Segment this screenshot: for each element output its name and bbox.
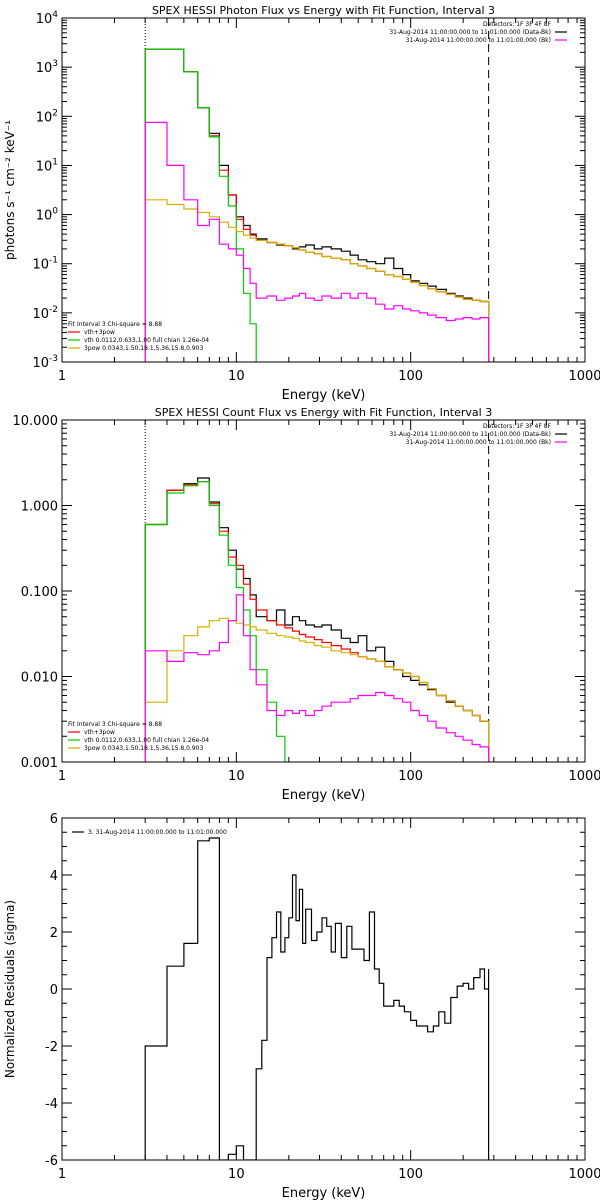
y-tick-label: 1.000 xyxy=(21,500,58,515)
legend-upper-left: 3. 31-Aug-2014 11:00:00.000 to 11:01:00.… xyxy=(72,829,227,836)
x-axis-label: Energy (keV) xyxy=(282,388,366,403)
legend-entry: vth 0.0112,0.633,1.00 full chian 1.26e-0… xyxy=(84,737,209,744)
legend-entry: 31-Aug-2014 11:00:00.000 to 11:01:00.000… xyxy=(406,439,551,446)
legend-entry: 3. 31-Aug-2014 11:00:00.000 to 11:01:00.… xyxy=(88,829,227,836)
x-axis-label: Energy (keV) xyxy=(282,1186,366,1200)
y-tick-label: 2 xyxy=(50,926,58,941)
x-tick-label: 10 xyxy=(228,1167,245,1182)
y-tick-label: 0.010 xyxy=(21,671,58,686)
y-tick-label: -4 xyxy=(45,1097,58,1112)
y-tick-label: 6 xyxy=(50,812,58,827)
x-tick-label: 1 xyxy=(58,1167,66,1182)
legend-entry: 3pow 0.0343,1.50,18.1,5.36,15.8,0.903 xyxy=(84,345,203,352)
x-tick-label: 100 xyxy=(398,369,423,384)
x-tick-label: 10 xyxy=(228,769,245,784)
x-tick-label: 10 xyxy=(228,369,245,384)
legend-entry: 31-Aug-2014 11:00:00.000 to 11:01:00.000… xyxy=(406,37,551,44)
legend-entry: Fit Interval 3 Chi-square = 8.88 xyxy=(68,721,162,728)
y-tick-label: 0 xyxy=(50,983,58,998)
legend-entry: 31-Aug-2014 11:00:00.000 to 11:01:00.000… xyxy=(389,431,551,438)
legend-entry: vth 0.0112,0.633,1.00 full chian 1.26e-0… xyxy=(84,337,209,344)
y-tick-label: 4 xyxy=(50,869,58,884)
y-tick-label: -2 xyxy=(45,1040,58,1055)
y-tick-label: 0.001 xyxy=(21,756,58,771)
legend-entry: Fit Interval 3 Chi-square = 8.88 xyxy=(68,321,162,328)
y-axis-label: photons s⁻¹ cm⁻² keV⁻¹ xyxy=(3,120,17,260)
y-tick-label: 10.000 xyxy=(13,414,59,429)
x-tick-label: 1 xyxy=(58,769,66,784)
y-tick-label: 0.100 xyxy=(21,585,58,600)
chart-title: SPEX HESSI Photon Flux vs Energy with Fi… xyxy=(152,4,495,17)
x-tick-label: 1 xyxy=(58,369,66,384)
x-tick-label: 100 xyxy=(398,1167,423,1182)
y-axis-label: Normalized Residuals (sigma) xyxy=(3,900,17,1078)
x-axis-label: Energy (keV) xyxy=(282,788,366,803)
x-tick-label: 100 xyxy=(398,769,423,784)
x-tick-label: 1000 xyxy=(568,1167,600,1182)
x-tick-label: 1000 xyxy=(568,369,600,384)
legend-entry: vth+3pow xyxy=(84,729,115,736)
legend-entry: 3pow 0.0343,1.50,18.1,5.36,15.8,0.903 xyxy=(84,745,203,752)
legend-entry: vth+3pow xyxy=(84,329,115,336)
legend-entry: Detectors: 1F 3F 4F 8F xyxy=(483,423,552,430)
x-tick-label: 1000 xyxy=(568,769,600,784)
legend-entry: Detectors: 1F 3F 4F 8F xyxy=(483,21,552,28)
y-tick-label: -6 xyxy=(45,1154,58,1169)
chart-title: SPEX HESSI Count Flux vs Energy with Fit… xyxy=(155,406,492,419)
legend-entry: 31-Aug-2014 11:00:00.000 to 11:01:00.000… xyxy=(389,29,551,36)
